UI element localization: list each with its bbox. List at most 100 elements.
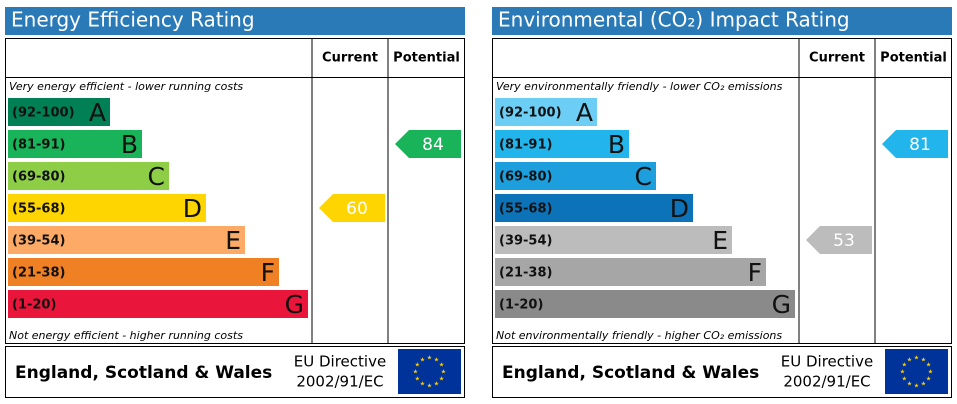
current-value: 60 [346,199,368,219]
eu-star: ★ [415,376,420,383]
bottom-note: Not environmentally friendly - higher CO… [496,329,782,342]
current-value: 53 [833,231,855,251]
footer-box [5,346,465,398]
eu-star: ★ [914,355,919,362]
band-range: (39-54) [12,234,65,249]
footer-region: England, Scotland & Wales [15,363,272,383]
band-letter: G [772,290,791,319]
eu-star: ★ [902,362,907,369]
potential-value: 84 [422,135,444,155]
band-range: (92-100) [12,106,75,121]
footer-directive: EU Directive [294,353,386,371]
eu-star: ★ [413,369,418,376]
band-letter: A [89,98,106,127]
band-range: (81-91) [499,138,552,153]
band-letter: D [183,194,202,223]
panel-box [492,38,952,344]
band-bar [8,98,110,126]
footer-code: 2002/91/EC [296,373,383,391]
band-range: (39-54) [499,234,552,249]
eu-star: ★ [439,362,444,369]
band-bar [495,226,732,254]
potential-header: Potential [393,51,460,66]
eu-star: ★ [439,376,444,383]
eu-flag [398,349,461,394]
band-bar [8,194,206,222]
band-range: (21-38) [499,266,552,281]
band-range: (1-20) [12,298,56,313]
band-letter: E [712,226,728,255]
band-range: (21-38) [12,266,65,281]
eu-star: ★ [420,381,425,388]
current-header: Current [809,51,865,66]
panel-title: Energy Efficiency Rating [11,8,255,32]
current-arrow [319,194,385,222]
eu-star: ★ [907,381,912,388]
band-bar [8,290,308,318]
band-letter: D [670,194,689,223]
eu-star: ★ [921,381,926,388]
band-bar [495,98,597,126]
band-bar [495,258,766,286]
band-bar [495,130,629,158]
footer-box [492,346,952,398]
eu-star: ★ [907,356,912,363]
band-range: (55-68) [499,202,552,217]
eu-star: ★ [921,356,926,363]
band-bar [8,226,245,254]
band-bar [495,162,656,190]
eu-star: ★ [900,369,905,376]
eu-star: ★ [902,376,907,383]
band-letter: C [635,162,652,191]
eu-star: ★ [434,381,439,388]
current-arrow [806,226,872,254]
eu-star: ★ [926,362,931,369]
eu-star: ★ [928,369,933,376]
band-letter: F [261,258,275,287]
eu-star: ★ [415,362,420,369]
eu-star: ★ [926,376,931,383]
footer-region: England, Scotland & Wales [502,363,759,383]
band-range: (69-80) [499,170,552,185]
bottom-note: Not energy efficient - higher running co… [9,329,243,342]
eu-star: ★ [434,356,439,363]
potential-header: Potential [880,51,947,66]
band-letter: G [285,290,304,319]
band-letter: A [576,98,593,127]
band-bar [8,258,279,286]
band-letter: F [748,258,762,287]
band-range: (55-68) [12,202,65,217]
current-header: Current [322,51,378,66]
eu-star: ★ [914,383,919,390]
band-letter: C [148,162,165,191]
band-letter: B [608,130,625,159]
eu-star: ★ [427,383,432,390]
band-letter: B [121,130,138,159]
top-note: Very environmentally friendly - lower CO… [496,80,783,93]
eu-star: ★ [427,355,432,362]
potential-arrow [882,130,948,158]
band-bar [8,130,142,158]
title-bar [5,7,465,35]
eu-flag [885,349,948,394]
eu-star: ★ [441,369,446,376]
top-note: Very energy efficient - lower running co… [9,80,243,93]
potential-arrow [395,130,461,158]
band-bar [8,162,169,190]
rating-panel: Environmental (CO₂) Impact Rating Current… [492,7,952,398]
potential-value: 81 [909,135,931,155]
band-range: (1-20) [499,298,543,313]
footer-directive: EU Directive [781,353,873,371]
band-range: (92-100) [499,106,562,121]
band-range: (81-91) [12,138,65,153]
band-letter: E [225,226,241,255]
band-bar [495,194,693,222]
band-bar [495,290,795,318]
rating-panel: Energy Efficiency Rating Current Potential… [5,7,465,398]
title-bar [492,7,952,35]
panel-title: Environmental (CO₂) Impact Rating [498,8,850,32]
panel-box [5,38,465,344]
band-range: (69-80) [12,170,65,185]
eu-star: ★ [420,356,425,363]
